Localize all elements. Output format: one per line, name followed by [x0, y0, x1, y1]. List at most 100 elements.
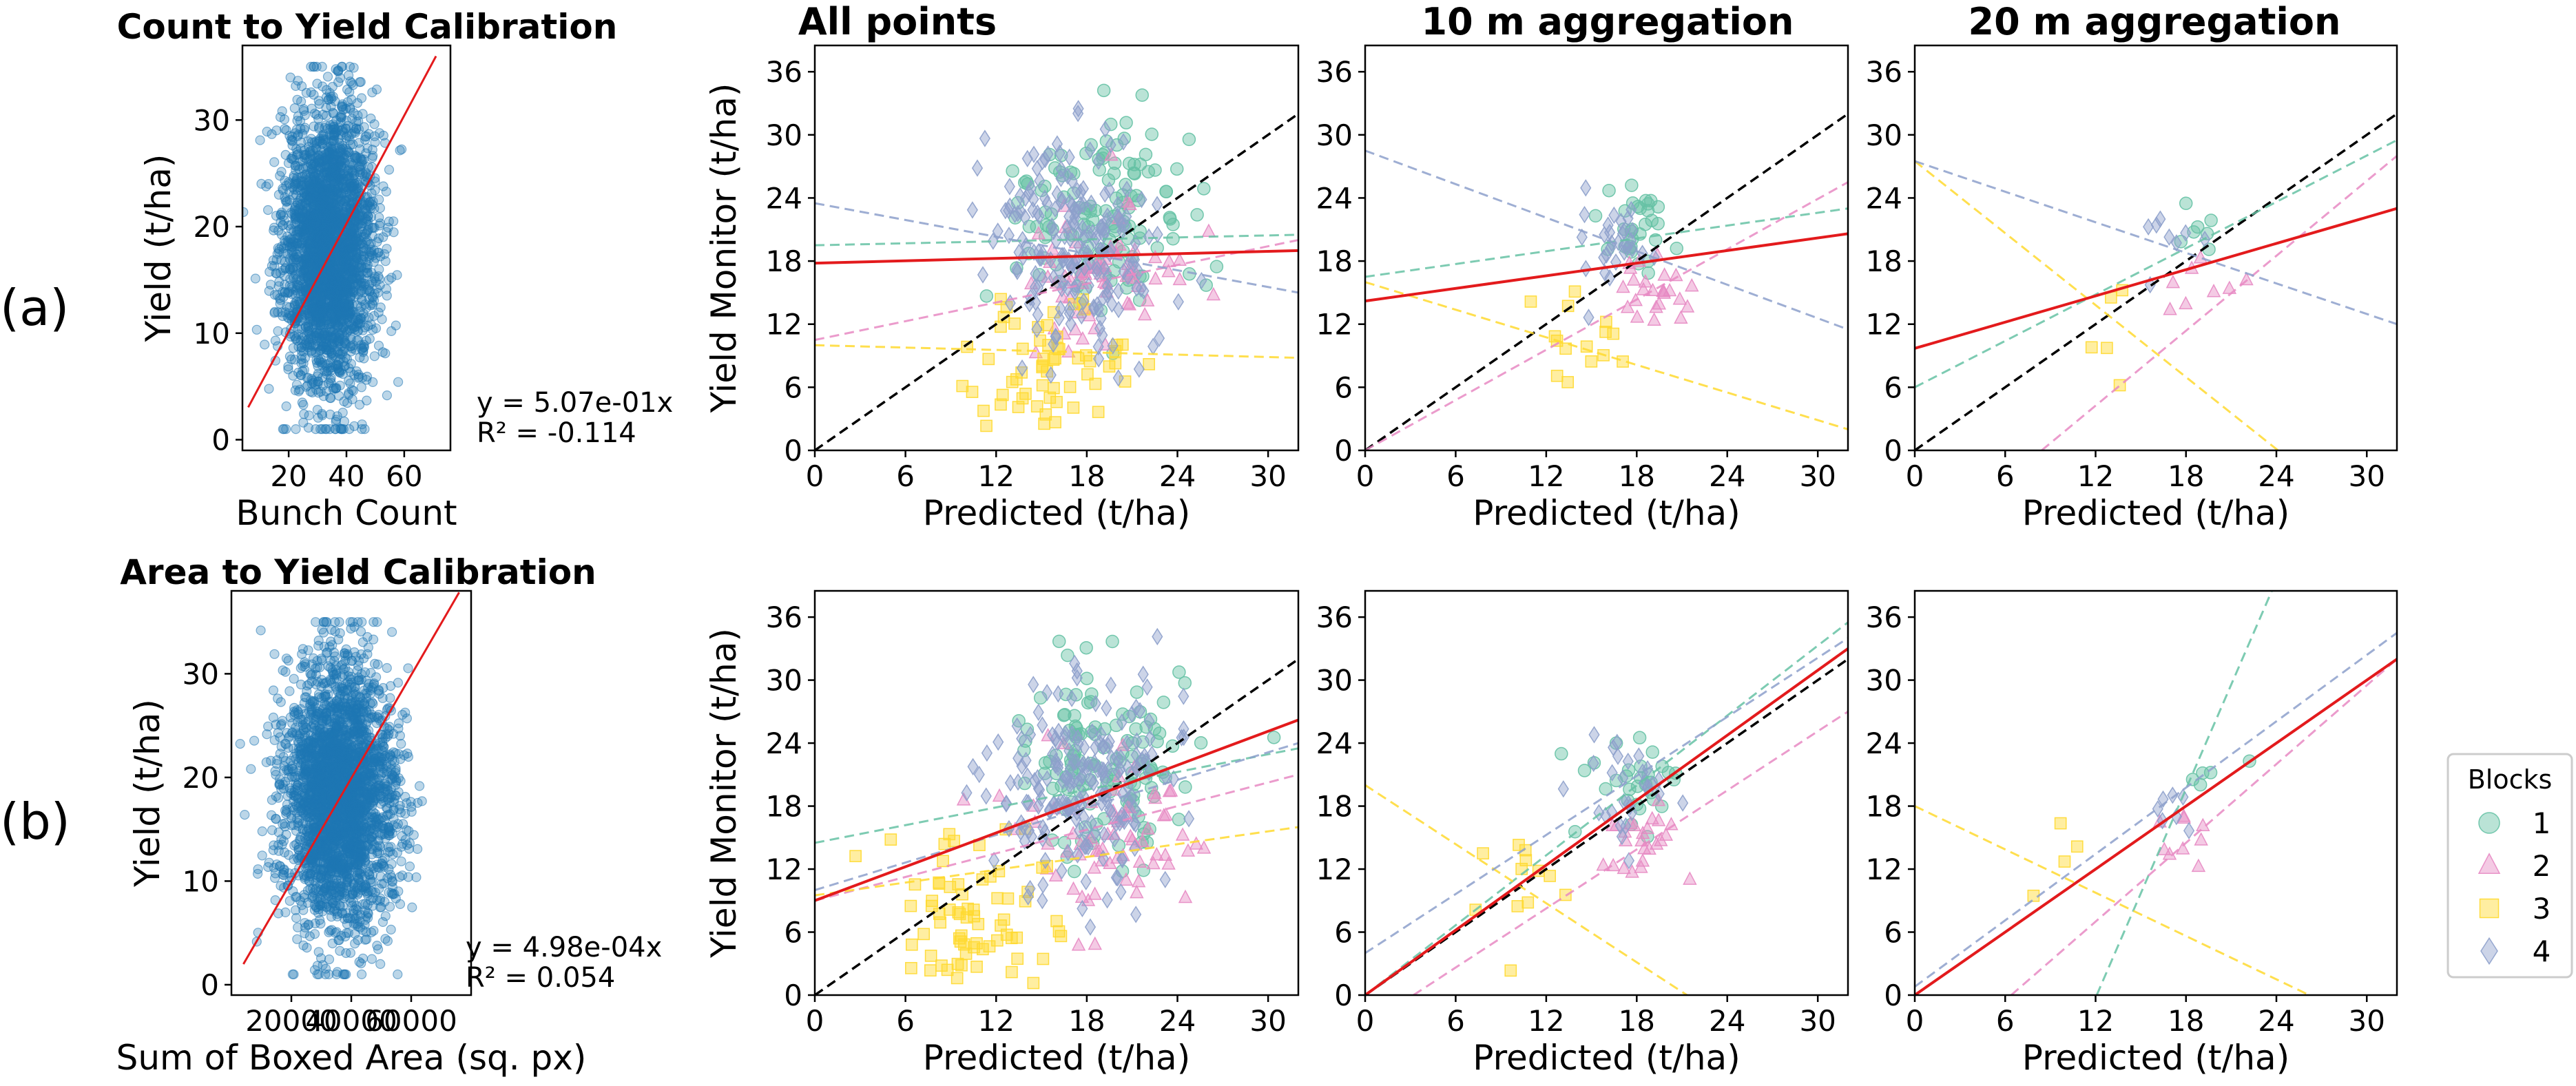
data-point	[303, 136, 313, 147]
data-point	[333, 122, 344, 132]
data-point	[284, 686, 295, 696]
y-axis-label: Yield (t/ha)	[138, 154, 178, 343]
data-point	[377, 347, 388, 357]
data-point	[356, 969, 367, 980]
data-point	[323, 378, 334, 388]
data-point	[368, 377, 378, 388]
data-point	[344, 87, 355, 97]
data-point	[284, 131, 295, 141]
data-point	[373, 659, 383, 670]
data-point	[293, 129, 304, 140]
data-point	[271, 125, 282, 136]
data-point	[318, 202, 329, 212]
data-point	[299, 187, 309, 198]
data-point	[240, 809, 250, 820]
data-point	[362, 395, 372, 406]
data-point	[345, 76, 355, 87]
data-point	[251, 324, 262, 335]
data-point	[290, 385, 300, 395]
data-point	[353, 934, 363, 946]
data-point	[375, 902, 386, 912]
data-point	[209, 855, 218, 864]
data-point	[354, 399, 365, 410]
data-point	[269, 157, 280, 167]
data-point	[337, 407, 348, 418]
data-point	[346, 178, 357, 189]
data-point	[326, 222, 337, 233]
data-point	[304, 317, 315, 327]
data-point	[221, 767, 230, 776]
data-point	[283, 364, 293, 375]
data-point	[341, 313, 351, 323]
data-point	[278, 292, 289, 302]
data-point	[250, 273, 260, 284]
data-point	[384, 165, 395, 175]
data-point	[352, 259, 362, 269]
data-point	[292, 238, 302, 249]
data-point	[382, 936, 393, 946]
data-point	[289, 355, 300, 365]
data-point	[369, 119, 380, 129]
data-point	[306, 61, 316, 72]
data-point	[264, 286, 274, 296]
data-point	[317, 61, 327, 72]
data-point	[337, 346, 348, 357]
data-point	[366, 320, 376, 330]
data-point	[372, 940, 382, 951]
data-point	[326, 278, 337, 288]
data-point	[362, 227, 372, 238]
data-point	[377, 917, 388, 928]
data-point	[333, 269, 344, 280]
data-point	[312, 79, 322, 89]
data-point	[293, 76, 303, 86]
data-point	[344, 61, 355, 72]
data-point	[364, 251, 375, 261]
data-point	[309, 171, 319, 182]
data-point	[357, 419, 367, 430]
data-point	[384, 216, 394, 227]
data-point	[316, 315, 326, 325]
x-tick-label: 20	[270, 459, 307, 493]
y-tick-label: 20	[194, 210, 230, 244]
data-point	[276, 217, 286, 227]
data-point	[318, 183, 329, 194]
data-point	[264, 384, 274, 394]
data-point	[403, 663, 413, 673]
data-point	[403, 872, 413, 882]
data-point	[263, 179, 273, 189]
data-point	[262, 729, 272, 740]
fit-equation: y = 5.07e-01x	[477, 387, 673, 419]
data-point	[334, 367, 344, 377]
data-point	[395, 145, 405, 156]
data-point	[298, 399, 309, 410]
data-point	[355, 318, 366, 328]
data-point	[270, 335, 280, 346]
data-point	[284, 187, 295, 197]
data-point	[396, 738, 406, 749]
data-point	[257, 826, 267, 837]
data-point	[281, 401, 291, 412]
data-point	[367, 145, 377, 155]
data-point	[356, 382, 367, 393]
data-point	[327, 348, 337, 359]
y-tick-label: 0	[211, 424, 230, 457]
data-point	[326, 215, 336, 225]
data-point	[307, 262, 317, 273]
data-point	[319, 288, 329, 298]
data-point	[255, 135, 265, 145]
data-point	[281, 197, 291, 207]
plot-area-area-calibration	[209, 592, 460, 980]
data-point	[382, 291, 392, 301]
data-point	[346, 129, 357, 139]
data-point	[393, 969, 403, 980]
data-point	[235, 738, 245, 749]
data-point	[268, 685, 279, 696]
data-point	[367, 291, 377, 302]
data-point	[301, 282, 312, 292]
data-point	[291, 905, 301, 915]
data-point	[337, 250, 348, 260]
data-point	[262, 127, 272, 137]
col-title-all-points: All points	[798, 0, 997, 43]
data-point	[331, 424, 341, 435]
